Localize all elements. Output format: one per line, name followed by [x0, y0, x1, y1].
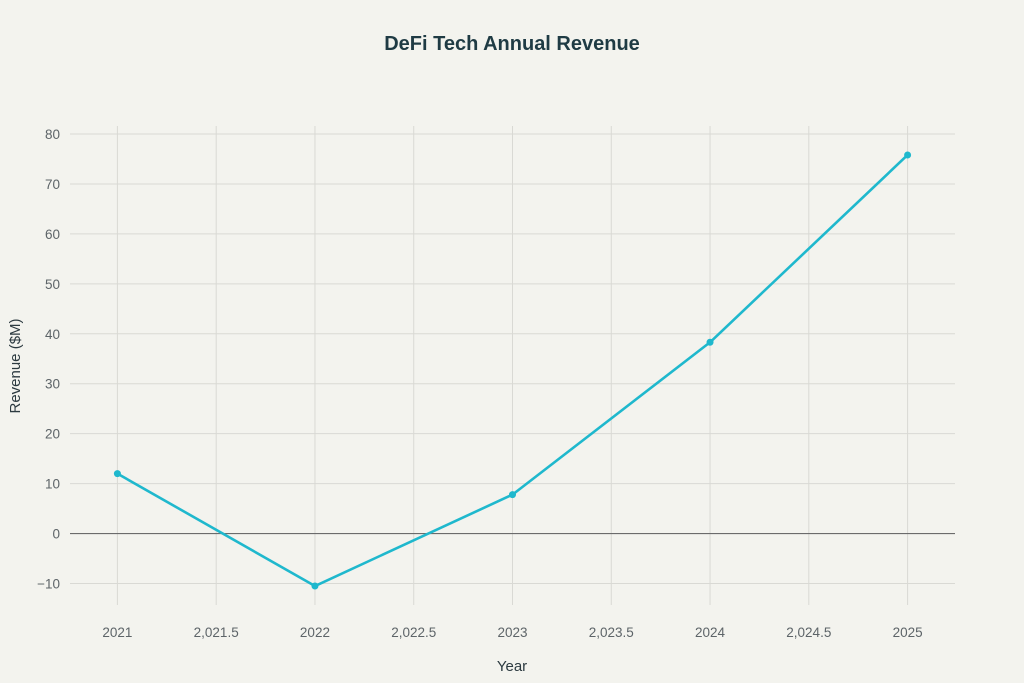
y-axis-ticks: −10 0 10 20 30 40 50 60 70 80: [37, 127, 60, 592]
y-axis-label: Revenue ($M): [7, 318, 24, 413]
chart-title: DeFi Tech Annual Revenue: [384, 33, 640, 55]
x-tick-label: 2022: [300, 625, 330, 640]
grid: [70, 126, 955, 605]
data-point: [311, 582, 319, 590]
y-tick-label: −10: [37, 577, 60, 592]
y-tick-label: 10: [45, 477, 60, 492]
x-tick-label: 2024: [695, 625, 726, 640]
x-tick-label: 2,023.5: [589, 625, 634, 640]
x-tick-label: 2,021.5: [194, 625, 239, 640]
x-tick-label: 2023: [497, 625, 527, 640]
series-revenue: [113, 151, 912, 590]
data-point: [904, 151, 912, 159]
data-point: [509, 491, 516, 499]
y-tick-label: 70: [45, 177, 60, 192]
y-tick-label: 30: [45, 377, 60, 392]
y-tick-label: 50: [45, 277, 60, 292]
y-tick-label: 20: [45, 427, 60, 442]
x-tick-label: 2021: [102, 625, 132, 640]
y-tick-label: 60: [45, 227, 60, 242]
y-tick-label: 80: [45, 127, 60, 142]
data-point: [706, 338, 714, 346]
x-axis-ticks: 2021 2,021.5 2022 2,022.5 2023 2,023.5 2024 2,0…: [102, 625, 922, 640]
x-tick-label: 2025: [893, 625, 923, 640]
x-tick-label: 2,024.5: [786, 625, 831, 640]
y-tick-label: 0: [52, 527, 60, 542]
data-point: [113, 470, 121, 478]
x-tick-label: 2,022.5: [391, 625, 436, 640]
y-tick-label: 40: [45, 327, 60, 342]
x-axis-label: Year: [497, 658, 527, 675]
